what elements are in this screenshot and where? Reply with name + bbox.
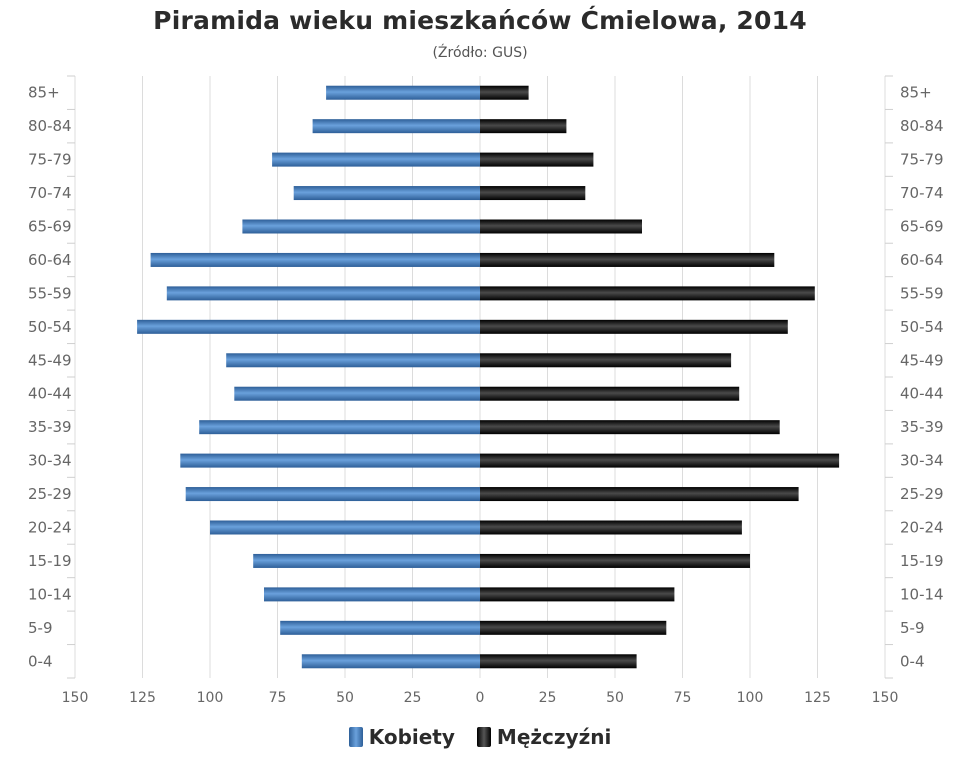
y-category-label-right: 40-44 (900, 385, 944, 403)
bar-male-30-34[interactable] (480, 453, 840, 468)
x-tick-label: 75 (269, 690, 287, 706)
legend-swatch-female (348, 727, 363, 747)
y-category-label-right: 0-4 (900, 652, 925, 670)
y-category-label-right: 5-9 (900, 619, 925, 637)
bar-female-55-59[interactable] (166, 286, 481, 301)
y-category-label-right: 80-84 (900, 117, 944, 135)
bar-female-85+[interactable] (326, 85, 480, 100)
y-category-label-right: 35-39 (900, 418, 944, 436)
bar-male-5-9[interactable] (480, 620, 667, 635)
y-category-label-left: 35-39 (28, 418, 72, 436)
legend: Kobiety Mężczyźni (0, 722, 960, 752)
chart-title: Piramida wieku mieszkańców Ćmielowa, 201… (153, 6, 807, 35)
bar-female-45-49[interactable] (226, 353, 480, 368)
bar-male-20-24[interactable] (480, 520, 742, 535)
y-category-label-left: 65-69 (28, 218, 72, 236)
bar-female-30-34[interactable] (180, 453, 481, 468)
bar-female-65-69[interactable] (242, 219, 480, 234)
x-tick-label: 125 (804, 690, 831, 706)
y-category-label-right: 70-74 (900, 184, 944, 202)
y-category-label-left: 50-54 (28, 318, 72, 336)
bar-female-20-24[interactable] (210, 520, 480, 535)
bar-female-15-19[interactable] (253, 553, 480, 568)
y-category-label-left: 25-29 (28, 485, 72, 503)
y-category-label-left: 15-19 (28, 552, 72, 570)
y-category-label-left: 0-4 (28, 652, 53, 670)
y-category-label-right: 15-19 (900, 552, 944, 570)
y-category-label-right: 55-59 (900, 284, 944, 302)
y-category-label-left: 75-79 (28, 151, 72, 169)
y-category-label-left: 85+ (28, 84, 60, 102)
y-category-label-right: 75-79 (900, 151, 944, 169)
bar-female-5-9[interactable] (280, 620, 480, 635)
bar-male-35-39[interactable] (480, 420, 780, 435)
legend-item-male[interactable]: Mężczyźni (476, 725, 612, 749)
x-tick-label: 100 (197, 690, 224, 706)
bar-female-60-64[interactable] (150, 252, 480, 267)
legend-label-male: Mężczyźni (496, 725, 612, 749)
x-tick-label: 50 (606, 690, 624, 706)
y-category-label-left: 10-14 (28, 585, 72, 603)
y-category-label-right: 65-69 (900, 218, 944, 236)
y-category-label-right: 20-24 (900, 519, 944, 537)
x-tick-label: 75 (674, 690, 692, 706)
legend-swatch-male (476, 727, 491, 747)
bar-male-65-69[interactable] (480, 219, 642, 234)
bar-female-35-39[interactable] (199, 420, 480, 435)
x-tick-label: 0 (476, 690, 485, 706)
bar-female-10-14[interactable] (264, 587, 480, 602)
bar-female-40-44[interactable] (234, 386, 480, 401)
legend-item-female[interactable]: Kobiety (348, 725, 455, 749)
y-category-label-left: 55-59 (28, 284, 72, 302)
y-category-label-right: 50-54 (900, 318, 944, 336)
x-tick-label: 50 (336, 690, 354, 706)
bar-male-40-44[interactable] (480, 386, 740, 401)
bar-female-25-29[interactable] (185, 487, 480, 502)
y-category-label-left: 5-9 (28, 619, 53, 637)
x-tick-label: 150 (872, 690, 899, 706)
chart-subtitle: (Źródło: GUS) (432, 45, 528, 61)
bar-female-75-79[interactable] (272, 152, 480, 167)
bar-male-15-19[interactable] (480, 553, 750, 568)
bar-male-55-59[interactable] (480, 286, 815, 301)
y-category-label-right: 10-14 (900, 585, 944, 603)
bar-male-70-74[interactable] (480, 186, 586, 201)
bar-male-25-29[interactable] (480, 487, 799, 502)
bar-female-50-54[interactable] (137, 319, 480, 334)
y-category-label-left: 60-64 (28, 251, 72, 269)
bar-female-70-74[interactable] (293, 186, 480, 201)
bar-male-10-14[interactable] (480, 587, 675, 602)
x-tick-label: 100 (737, 690, 764, 706)
y-category-label-right: 45-49 (900, 351, 944, 369)
x-tick-label: 150 (62, 690, 89, 706)
y-category-label-right: 30-34 (900, 452, 944, 470)
bar-male-60-64[interactable] (480, 252, 775, 267)
bar-male-80-84[interactable] (480, 119, 567, 134)
grid-lines (67, 75, 893, 679)
y-category-label-right: 60-64 (900, 251, 944, 269)
axis-labels: 150 125 100 75 50 25 0 25 50 75 100 125 150 85+ 85+ 80-… (28, 84, 944, 706)
bar-male-85+[interactable] (480, 85, 529, 100)
y-category-label-left: 70-74 (28, 184, 72, 202)
y-category-label-left: 30-34 (28, 452, 72, 470)
y-category-label-right: 25-29 (900, 485, 944, 503)
y-category-label-left: 40-44 (28, 385, 72, 403)
bar-male-0-4[interactable] (480, 654, 637, 669)
legend-label-female: Kobiety (368, 725, 455, 749)
bar-female-0-4[interactable] (301, 654, 480, 669)
y-category-label-left: 80-84 (28, 117, 72, 135)
y-category-label-left: 45-49 (28, 351, 72, 369)
y-category-label-right: 85+ (900, 84, 932, 102)
x-tick-label: 25 (539, 690, 557, 706)
bar-male-45-49[interactable] (480, 353, 732, 368)
x-tick-label: 125 (129, 690, 156, 706)
bar-male-75-79[interactable] (480, 152, 594, 167)
x-tick-label: 25 (404, 690, 422, 706)
bar-male-50-54[interactable] (480, 319, 788, 334)
bar-female-80-84[interactable] (312, 119, 480, 134)
bars (137, 85, 840, 669)
y-category-label-left: 20-24 (28, 519, 72, 537)
